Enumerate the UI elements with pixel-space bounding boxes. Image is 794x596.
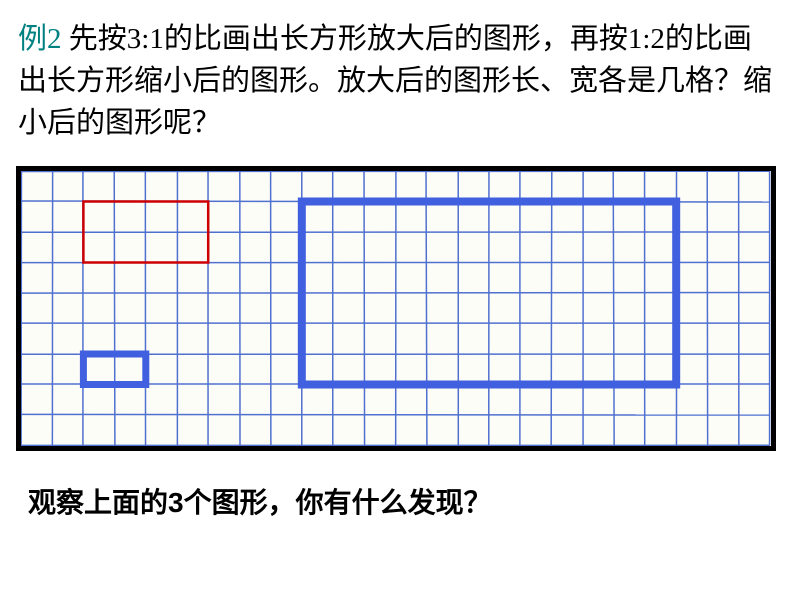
grid-figure [16, 166, 776, 451]
observation-question: 观察上面的3个图形，你有什么发现？ [28, 481, 776, 521]
grid-svg [21, 171, 771, 446]
example-label: 例2 [18, 23, 62, 55]
problem-statement: 例2 先按3:1的比画出长方形放大后的图形，再按1:2的比画出长方形缩小后的图形… [18, 18, 776, 144]
problem-body: 先按3:1的比画出长方形放大后的图形，再按1:2的比画出长方形缩小后的图形。放大… [18, 23, 772, 139]
